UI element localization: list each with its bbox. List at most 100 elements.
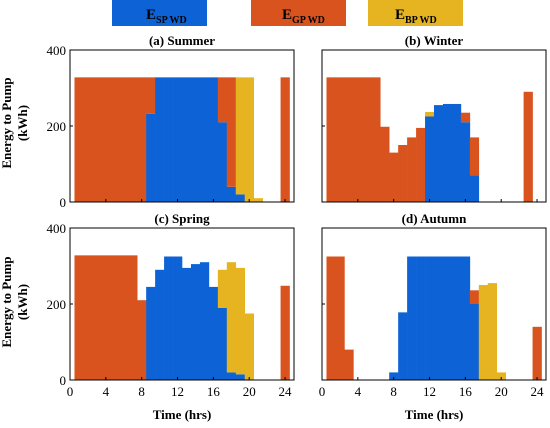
x-tick-label: 8: [390, 384, 397, 399]
bar-gp-hour-17: [217, 77, 228, 123]
bar-gp-hour-5: [110, 77, 120, 202]
panel-3: (c) Spring 0 200 400 0 4 8 12 16 20 24: [47, 211, 295, 399]
bar-sp-hour-15: [451, 256, 462, 380]
bar-sp-hour-16: [460, 256, 471, 380]
bar-gp-hour-8: [137, 300, 147, 380]
bar-sp-hour-11: [164, 256, 174, 380]
bar-sp-hour-18: [226, 372, 237, 380]
bar-gp-hour-10: [407, 137, 417, 202]
legend-swatch-bp: [368, 0, 463, 26]
bar-sp-hour-9: [146, 286, 156, 380]
x-tick-label: 16: [207, 384, 221, 399]
x-tick-label: 8: [138, 384, 145, 399]
bar-sp-hour-12: [425, 256, 435, 380]
legend: ESP WD EGP WD EBP WD: [112, 0, 463, 26]
bar-sp-hour-12: [425, 116, 435, 202]
x-axis-label-left: Time (hrs): [153, 407, 212, 422]
bar-sp-hour-13: [182, 267, 192, 380]
bar-bp-hour-19: [235, 77, 246, 195]
x-tick-label: 16: [459, 384, 473, 399]
bar-sp-hour-17: [217, 122, 228, 202]
bar-sp-hour-13: [434, 105, 444, 202]
x-tick-label: 20: [243, 384, 256, 399]
y-axis-label-top: Energy to Pump: [0, 78, 14, 169]
bar-gp-hour-4: [101, 77, 111, 202]
bar-sp-hour-12: [173, 256, 183, 380]
bar-gp-hour-3: [344, 349, 354, 380]
bar-gp-hour-16: [460, 112, 471, 123]
bar-gp-hour-1: [74, 77, 84, 202]
bar-gp-hour-4: [353, 77, 363, 202]
bar-gp-hour-8: [137, 77, 147, 202]
bar-sp-hour-15: [199, 262, 210, 380]
bar-bp-hour-20: [244, 313, 254, 380]
legend-swatch-gp: [251, 0, 346, 26]
bar-sp-hour-13: [434, 256, 444, 380]
bar-sp-hour-16: [208, 77, 219, 202]
bar-gp-hour-24: [280, 77, 290, 202]
x-tick-label: 0: [67, 384, 74, 399]
bar-bp-hour-18: [226, 262, 237, 373]
x-tick-label: 4: [355, 384, 362, 399]
bar-gp-hour-8: [389, 152, 399, 202]
bar-sp-hour-14: [442, 103, 453, 202]
bar-bp-hour-20: [496, 372, 506, 380]
bar-gp-hour-1: [326, 256, 336, 380]
bar-sp-hour-11: [416, 256, 426, 380]
bar-bp-hour-21: [253, 198, 263, 202]
panel-4: (d) Autumn 0 4 8 12 16 20 24: [319, 211, 547, 399]
bar-gp-hour-3: [92, 255, 102, 380]
x-tick-label: 24: [279, 384, 293, 399]
bar-gp-hour-2: [335, 77, 345, 202]
legend-label-gp: EGP WD: [282, 7, 325, 26]
x-tick-label: 0: [319, 384, 326, 399]
bar-gp-hour-24: [280, 285, 290, 380]
x-tick-label: 20: [495, 384, 508, 399]
y-tick-label: 0: [60, 195, 67, 210]
bar-gp-hour-1: [326, 77, 336, 202]
bar-gp-hour-17: [469, 137, 480, 176]
panel-title: (c) Spring: [154, 211, 210, 226]
bar-gp-hour-23: [523, 91, 533, 202]
y-tick-label: 400: [47, 221, 67, 236]
bar-sp-hour-13: [182, 77, 192, 202]
bar-sp-hour-8: [389, 372, 399, 380]
bar-bp-hour-19: [487, 283, 498, 380]
bar-gp-hour-2: [83, 77, 93, 202]
panel-2: (b) Winter: [321, 33, 547, 203]
bar-sp-hour-16: [208, 286, 219, 380]
bar-sp-hour-17: [469, 175, 480, 202]
bar-gp-hour-3: [92, 77, 102, 202]
bar-sp-hour-14: [190, 77, 201, 202]
bar-sp-hour-15: [451, 103, 462, 202]
bar-sp-hour-18: [226, 186, 237, 202]
bar-bp-hour-19: [235, 267, 246, 375]
bar-gp-hour-11: [416, 127, 426, 202]
y-axis-label-bottom-unit: (kWh): [15, 284, 30, 320]
bar-sp-hour-12: [173, 77, 183, 202]
bar-gp-hour-1: [74, 255, 84, 380]
bar-gp-hour-5: [362, 77, 372, 202]
x-axis-label-right: Time (hrs): [405, 407, 464, 422]
bar-bp-hour-12: [425, 111, 435, 117]
bar-sp-hour-14: [442, 256, 453, 380]
panel-1: (a) Summer 0 200 400: [47, 33, 295, 210]
legend-label-sp: ESP WD: [146, 7, 187, 26]
bar-gp-hour-4: [101, 255, 111, 380]
bar-gp-hour-7: [128, 255, 138, 380]
legend-swatch-sp: [112, 0, 207, 26]
bar-sp-hour-14: [190, 264, 201, 380]
y-axis-label-bottom: Energy to Pump: [0, 257, 14, 348]
bar-sp-hour-9: [398, 312, 408, 380]
bar-sp-hour-16: [460, 122, 471, 202]
bar-gp-hour-5: [110, 255, 120, 380]
bar-gp-hour-7: [128, 77, 138, 202]
bar-sp-hour-19: [235, 374, 246, 380]
bar-bp-hour-17: [217, 269, 228, 308]
y-tick-label: 0: [60, 373, 67, 388]
bar-gp-hour-7: [380, 126, 390, 202]
bar-sp-hour-19: [235, 194, 246, 202]
bar-sp-hour-10: [155, 77, 165, 202]
x-tick-label: 12: [171, 384, 184, 399]
bar-bp-hour-20: [244, 77, 254, 202]
